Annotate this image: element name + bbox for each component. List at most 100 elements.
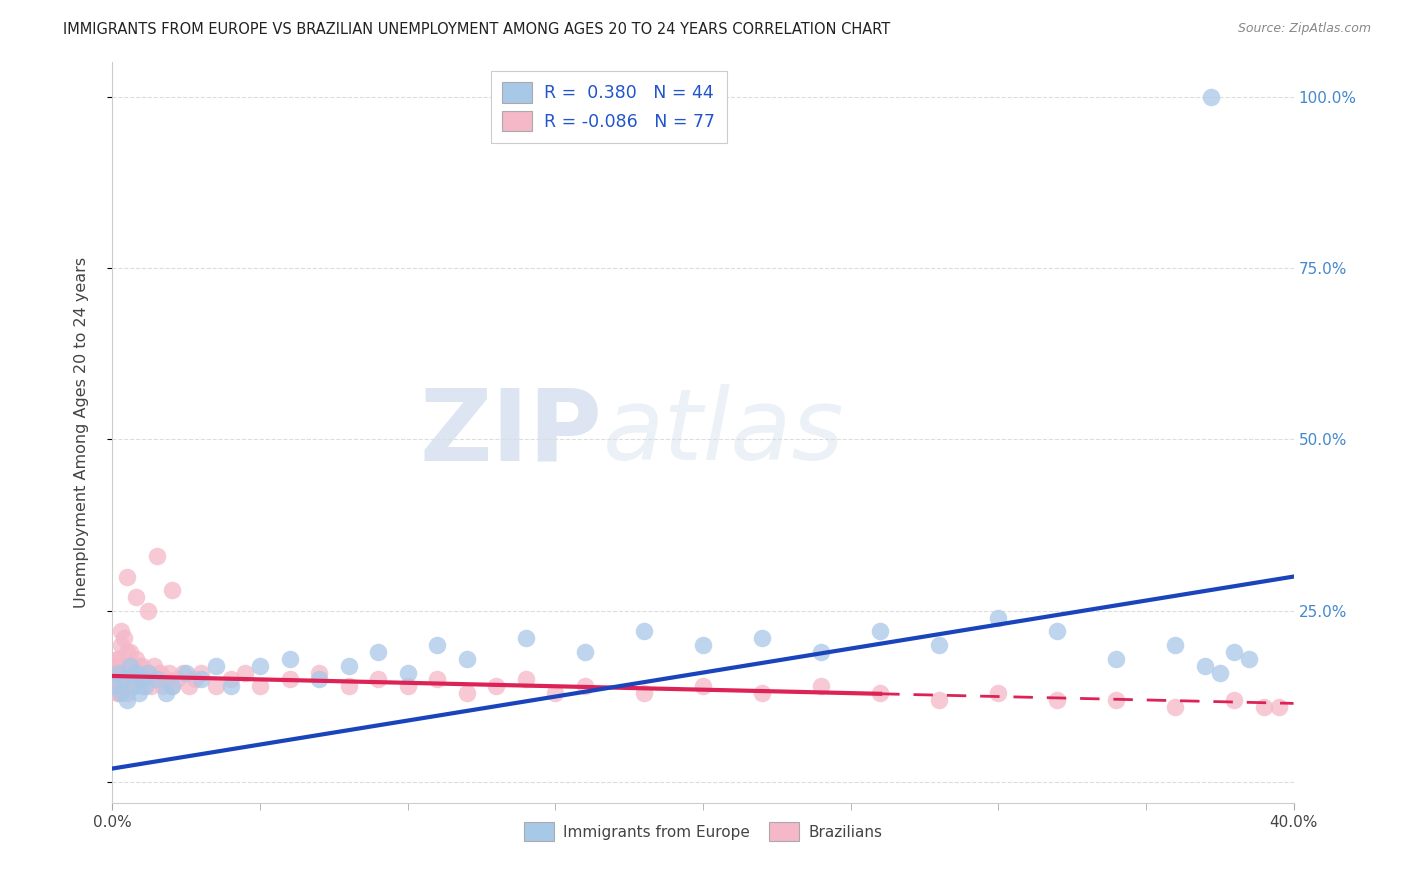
Point bbox=[125, 673, 148, 687]
Point bbox=[456, 686, 478, 700]
Point bbox=[125, 665, 148, 680]
Y-axis label: Unemployment Among Ages 20 to 24 years: Unemployment Among Ages 20 to 24 years bbox=[75, 257, 89, 608]
Point bbox=[174, 665, 197, 680]
Point bbox=[155, 673, 177, 687]
Point bbox=[172, 665, 194, 680]
Point bbox=[128, 658, 150, 673]
Point bbox=[117, 686, 138, 700]
Point bbox=[219, 679, 242, 693]
Point bbox=[110, 686, 132, 700]
Point bbox=[396, 665, 419, 680]
Point bbox=[136, 665, 159, 680]
Point bbox=[110, 658, 132, 673]
Point bbox=[1194, 658, 1216, 673]
Point bbox=[104, 679, 127, 693]
Point bbox=[308, 673, 330, 687]
Point bbox=[574, 645, 596, 659]
Legend: Immigrants from Europe, Brazilians: Immigrants from Europe, Brazilians bbox=[517, 816, 889, 847]
Point bbox=[117, 569, 138, 583]
Point bbox=[104, 673, 127, 687]
Point bbox=[107, 686, 129, 700]
Point bbox=[1164, 638, 1187, 652]
Point bbox=[205, 658, 228, 673]
Point bbox=[107, 665, 129, 680]
Point bbox=[157, 665, 180, 680]
Point bbox=[104, 665, 127, 680]
Point bbox=[987, 611, 1010, 625]
Point bbox=[146, 673, 169, 687]
Point bbox=[278, 673, 301, 687]
Point bbox=[149, 665, 172, 680]
Point bbox=[515, 673, 537, 687]
Point bbox=[337, 679, 360, 693]
Point bbox=[308, 665, 330, 680]
Point bbox=[146, 549, 169, 563]
Point bbox=[155, 686, 177, 700]
Point bbox=[574, 679, 596, 693]
Point bbox=[1046, 624, 1069, 639]
Point bbox=[987, 686, 1010, 700]
Point bbox=[134, 673, 156, 687]
Point bbox=[112, 632, 135, 646]
Point bbox=[633, 624, 655, 639]
Point bbox=[110, 638, 132, 652]
Point bbox=[190, 665, 212, 680]
Point bbox=[426, 673, 449, 687]
Point bbox=[485, 679, 508, 693]
Point bbox=[128, 665, 150, 680]
Point bbox=[1253, 699, 1275, 714]
Point bbox=[751, 686, 773, 700]
Point bbox=[120, 658, 142, 673]
Point bbox=[142, 658, 165, 673]
Point bbox=[112, 665, 135, 680]
Point bbox=[928, 693, 950, 707]
Point bbox=[131, 673, 153, 687]
Point bbox=[134, 679, 156, 693]
Point bbox=[131, 658, 153, 673]
Point bbox=[456, 652, 478, 666]
Point bbox=[107, 652, 129, 666]
Point bbox=[125, 652, 148, 666]
Point bbox=[633, 686, 655, 700]
Point bbox=[120, 658, 142, 673]
Text: Source: ZipAtlas.com: Source: ZipAtlas.com bbox=[1237, 22, 1371, 36]
Point bbox=[160, 679, 183, 693]
Point bbox=[278, 652, 301, 666]
Point bbox=[122, 679, 145, 693]
Point bbox=[544, 686, 567, 700]
Point bbox=[107, 665, 129, 680]
Point bbox=[692, 679, 714, 693]
Point bbox=[1199, 89, 1222, 103]
Point bbox=[160, 583, 183, 598]
Point bbox=[136, 604, 159, 618]
Point bbox=[426, 638, 449, 652]
Point bbox=[1105, 652, 1128, 666]
Point bbox=[233, 665, 256, 680]
Point bbox=[179, 679, 201, 693]
Point bbox=[104, 658, 127, 673]
Point bbox=[810, 645, 832, 659]
Point bbox=[117, 645, 138, 659]
Point bbox=[128, 686, 150, 700]
Point bbox=[117, 693, 138, 707]
Point bbox=[139, 679, 162, 693]
Point bbox=[136, 665, 159, 680]
Point bbox=[1223, 693, 1246, 707]
Point bbox=[367, 673, 389, 687]
Point bbox=[120, 645, 142, 659]
Point bbox=[107, 652, 129, 666]
Point bbox=[1208, 665, 1232, 680]
Text: ZIP: ZIP bbox=[420, 384, 603, 481]
Point bbox=[112, 679, 135, 693]
Point bbox=[1268, 699, 1291, 714]
Point bbox=[184, 673, 207, 687]
Point bbox=[928, 638, 950, 652]
Point bbox=[131, 679, 153, 693]
Point bbox=[515, 632, 537, 646]
Point bbox=[152, 679, 174, 693]
Point bbox=[1046, 693, 1069, 707]
Point bbox=[112, 673, 135, 687]
Point bbox=[249, 679, 271, 693]
Point bbox=[692, 638, 714, 652]
Point bbox=[205, 679, 228, 693]
